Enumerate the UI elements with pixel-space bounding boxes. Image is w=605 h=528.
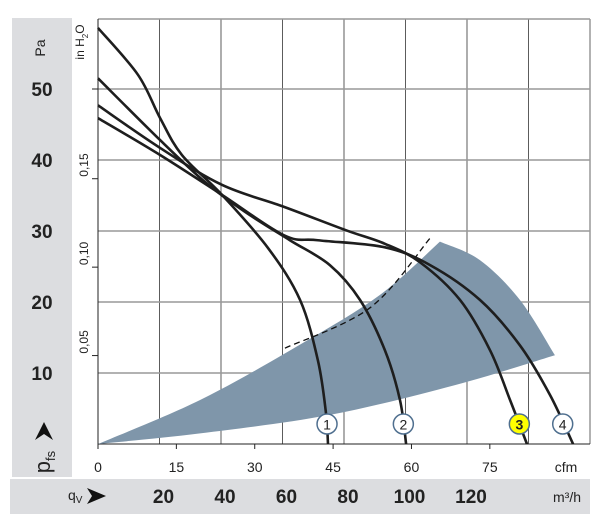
curve-marker-label: 3 (515, 417, 523, 433)
x-tick-label-cfm: 15 (169, 459, 185, 475)
x-tick-label-cfm: 75 (482, 459, 498, 475)
curve-marker-label: 1 (323, 417, 331, 433)
x-tick-label-cfm: 60 (404, 459, 420, 475)
y-axis-label: pfs (30, 450, 58, 473)
curve-2 (97, 77, 408, 445)
curve-marker-4 (551, 413, 574, 435)
curve-marker-3 (508, 413, 531, 435)
y-tick-label-pa: 20 (31, 293, 52, 314)
curve-3 (97, 104, 529, 445)
x-tick-label-cfm: 45 (325, 459, 341, 475)
x2-unit-label: cfm (555, 459, 578, 475)
curves (97, 27, 575, 445)
y2-tick-label: 0,15 (77, 153, 91, 177)
y-tick-label-pa: 30 (31, 222, 52, 243)
y-unit-label: Pa (32, 39, 48, 56)
x-arrow-icon (87, 488, 106, 504)
tick-labels: 10 20 30 40 50 0,05 0,10 0,15 0 15 30 45 60 75 20 40 60 8… (31, 80, 497, 508)
x-axis-panel (10, 479, 590, 514)
curve-marker-label: 2 (399, 417, 407, 433)
y-tick-label-pa: 50 (31, 80, 52, 101)
curve-markers: 1 2 3 4 (316, 413, 574, 435)
y2-unit-label: in H2O (73, 24, 90, 59)
y2-tick-label: 0,10 (77, 241, 91, 265)
y-axis-panel (12, 18, 72, 477)
curve-1 (97, 27, 330, 445)
x-tick-label-cfm: 30 (247, 459, 263, 475)
x-tick-label-m3h: 120 (455, 487, 487, 508)
curve-marker-1 (316, 413, 338, 435)
x-tick-label-cfm: 0 (94, 459, 102, 475)
operating-region (98, 237, 555, 444)
x-unit-label: m³/h (553, 489, 581, 505)
x-tick-label-m3h: 60 (276, 487, 297, 508)
x-tick-label-m3h: 80 (337, 487, 358, 508)
x-axis-label: qV (68, 487, 83, 506)
y2-tick-label: 0,05 (77, 330, 91, 354)
y-tick-label-pa: 40 (31, 151, 52, 172)
x-tick-label-m3h: 20 (153, 487, 174, 508)
y-tick-label-pa: 10 (31, 364, 52, 385)
operating-region-area (98, 241, 555, 444)
x-tick-label-m3h: 100 (394, 487, 426, 508)
dashed-limit-line (284, 237, 431, 349)
curve-marker-label: 4 (559, 417, 567, 433)
x-tick-label-m3h: 40 (214, 487, 235, 508)
y-arrow-icon (35, 422, 53, 440)
curve-marker-2 (392, 413, 415, 435)
curve-4 (97, 116, 575, 445)
